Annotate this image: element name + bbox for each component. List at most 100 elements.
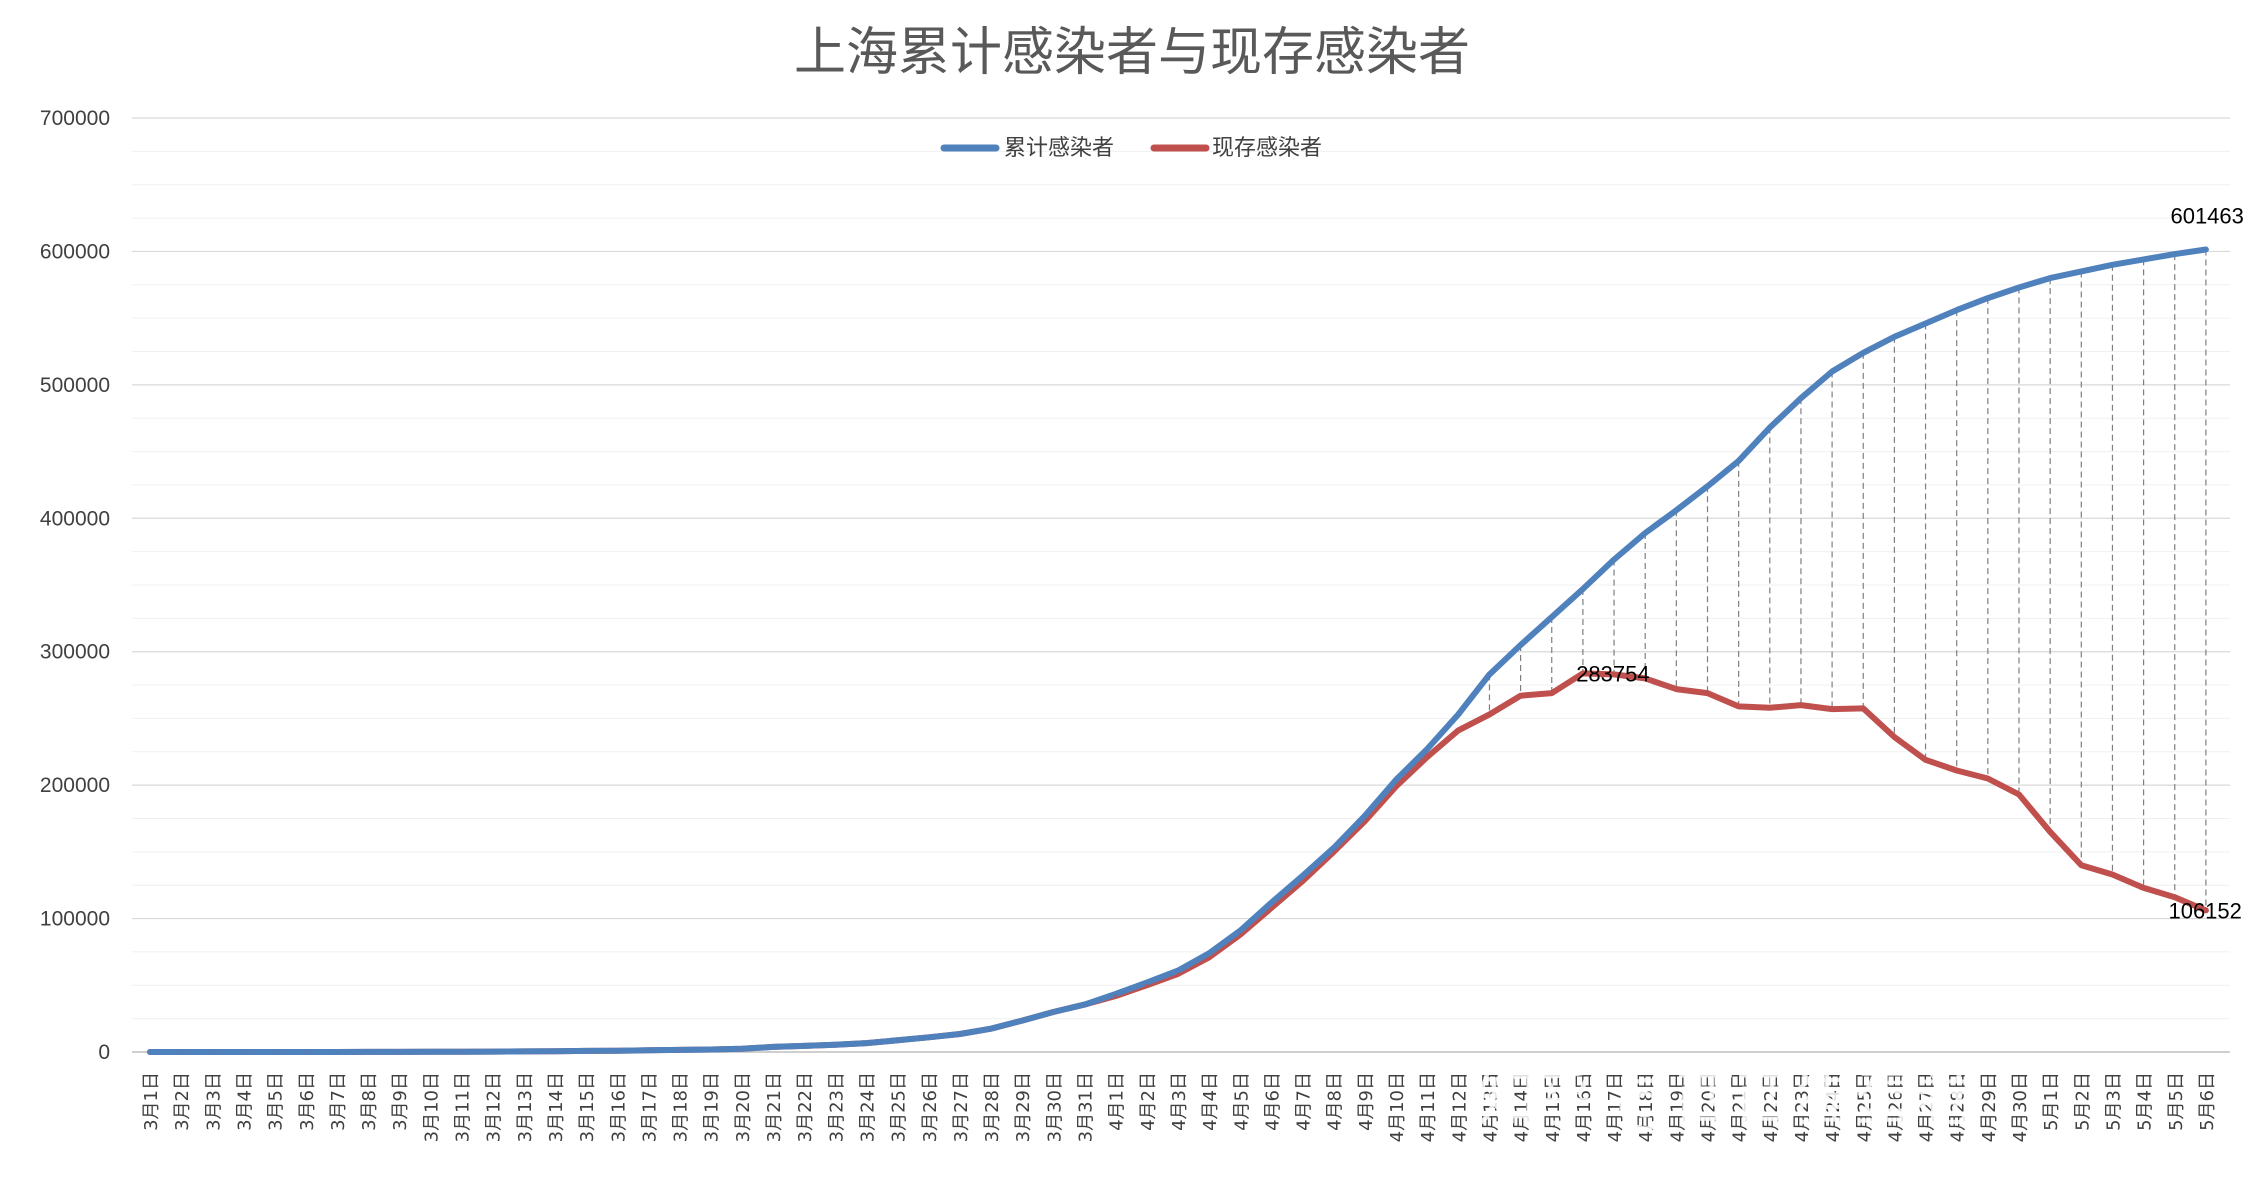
x-tick-label: 3月16日 — [608, 1072, 629, 1142]
y-tick-label: 300000 — [40, 641, 110, 664]
x-tick-label: 4月30日 — [2010, 1072, 2031, 1142]
data-point — [1207, 956, 1211, 959]
x-tick-label: 3月28日 — [982, 1072, 1003, 1142]
data-point — [1176, 969, 1180, 972]
data-point — [1550, 615, 1553, 619]
data-point — [2080, 270, 2083, 273]
data-point — [1924, 758, 1927, 761]
y-tick-label: 200000 — [40, 774, 110, 797]
x-tick-label: 3月14日 — [546, 1072, 567, 1142]
data-point — [927, 1036, 930, 1039]
data-point — [1052, 1010, 1055, 1014]
y-tick-label: 400000 — [40, 507, 110, 530]
data-point — [616, 1049, 619, 1052]
data-point — [1830, 370, 1834, 373]
x-tick-label: 3月22日 — [795, 1072, 816, 1142]
data-point — [2142, 886, 2145, 890]
x-tick-label: 4月24日 — [1823, 1072, 1844, 1142]
data-point — [460, 1050, 463, 1053]
data-point — [522, 1050, 525, 1053]
data-point — [2111, 873, 2114, 876]
data-point — [1768, 706, 1772, 709]
data-point — [2017, 793, 2021, 796]
data-point — [1924, 322, 1927, 325]
x-tick-label: 3月7日 — [328, 1072, 349, 1131]
data-labels: 601463 283754 106152 — [1576, 203, 2244, 923]
data-point — [1550, 691, 1553, 695]
legend-label-cumulative: 累计感染者 — [1004, 136, 1114, 161]
data-point — [1737, 459, 1740, 463]
y-tick-label: 600000 — [40, 240, 110, 263]
x-tick-label: 4月13日 — [1480, 1072, 1501, 1142]
data-point — [242, 1050, 245, 1054]
data-point — [366, 1050, 370, 1054]
data-point — [1955, 769, 1958, 772]
data-point — [1519, 643, 1522, 647]
x-tick-label: 3月3日 — [203, 1072, 224, 1131]
x-tick-label: 3月20日 — [733, 1072, 754, 1142]
data-point — [398, 1050, 401, 1054]
x-tick-label: 4月7日 — [1294, 1072, 1315, 1131]
data-point — [1644, 531, 1647, 535]
legend: 累计感染者 现存感染者 — [940, 136, 1322, 161]
x-tick-label: 4月3日 — [1169, 1072, 1190, 1131]
data-point — [1612, 673, 1616, 676]
x-tick-label: 4月20日 — [1699, 1072, 1720, 1142]
series-points — [148, 248, 2208, 1054]
watermark: 知乎 @西西猫蛋卷 — [1476, 1065, 1975, 1135]
data-point — [1488, 673, 1491, 676]
data-label-active-last: 106152 — [2168, 898, 2241, 923]
data-point — [1207, 952, 1211, 955]
data-point — [1612, 558, 1616, 561]
data-point — [1955, 308, 1958, 312]
data-point — [1114, 994, 1117, 998]
x-tick-label: 3月21日 — [764, 1072, 785, 1142]
data-point — [958, 1032, 962, 1036]
x-tick-label: 3月19日 — [702, 1072, 723, 1142]
y-tick-label: 700000 — [40, 107, 110, 130]
data-point — [1862, 707, 1865, 710]
minor-gridlines — [132, 150, 2230, 1020]
chart-title: 上海累计感染者与现存感染者 — [794, 23, 1470, 83]
data-point — [1986, 777, 1990, 780]
x-tick-label: 3月2日 — [172, 1072, 193, 1131]
data-point — [1332, 846, 1335, 850]
x-tick-label: 3月23日 — [826, 1072, 847, 1142]
x-tick-label: 3月5日 — [266, 1072, 287, 1131]
data-point — [273, 1050, 276, 1054]
x-tick-label: 4月9日 — [1356, 1072, 1377, 1131]
x-tick-label: 4月12日 — [1449, 1072, 1470, 1142]
x-tick-label: 5月2日 — [2072, 1072, 2093, 1131]
data-point — [1394, 778, 1398, 782]
data-point — [865, 1041, 868, 1045]
data-point — [179, 1050, 183, 1054]
x-tick-label: 4月10日 — [1387, 1072, 1408, 1142]
data-point — [304, 1050, 307, 1054]
legend-label-active: 现存感染者 — [1212, 136, 1322, 161]
x-tick-label: 4月17日 — [1605, 1072, 1626, 1142]
x-tick-label: 3月29日 — [1013, 1072, 1034, 1142]
x-tick-label: 4月4日 — [1200, 1072, 1221, 1131]
x-tick-label: 4月14日 — [1512, 1072, 1533, 1142]
data-point — [2142, 258, 2145, 261]
y-tick-label: 0 — [98, 1041, 110, 1064]
x-tick-label: 4月8日 — [1325, 1072, 1346, 1131]
data-point — [740, 1047, 744, 1050]
x-tick-label: 5月4日 — [2135, 1072, 2156, 1131]
data-point — [1301, 874, 1304, 878]
data-point — [1270, 906, 1273, 910]
x-tick-label: 4月1日 — [1107, 1072, 1128, 1131]
x-tick-label: 3月1日 — [141, 1072, 162, 1131]
data-point — [1457, 729, 1460, 732]
data-point — [1644, 677, 1647, 680]
data-point — [148, 1050, 152, 1054]
data-point — [989, 1027, 993, 1030]
data-point — [1737, 705, 1740, 708]
x-tick-label: 4月22日 — [1761, 1072, 1782, 1142]
x-tick-label: 4月19日 — [1667, 1072, 1688, 1142]
data-point — [1021, 1019, 1024, 1022]
x-tick-label: 4月28日 — [1948, 1072, 1969, 1142]
data-point — [1270, 901, 1273, 904]
data-point — [1394, 785, 1398, 788]
